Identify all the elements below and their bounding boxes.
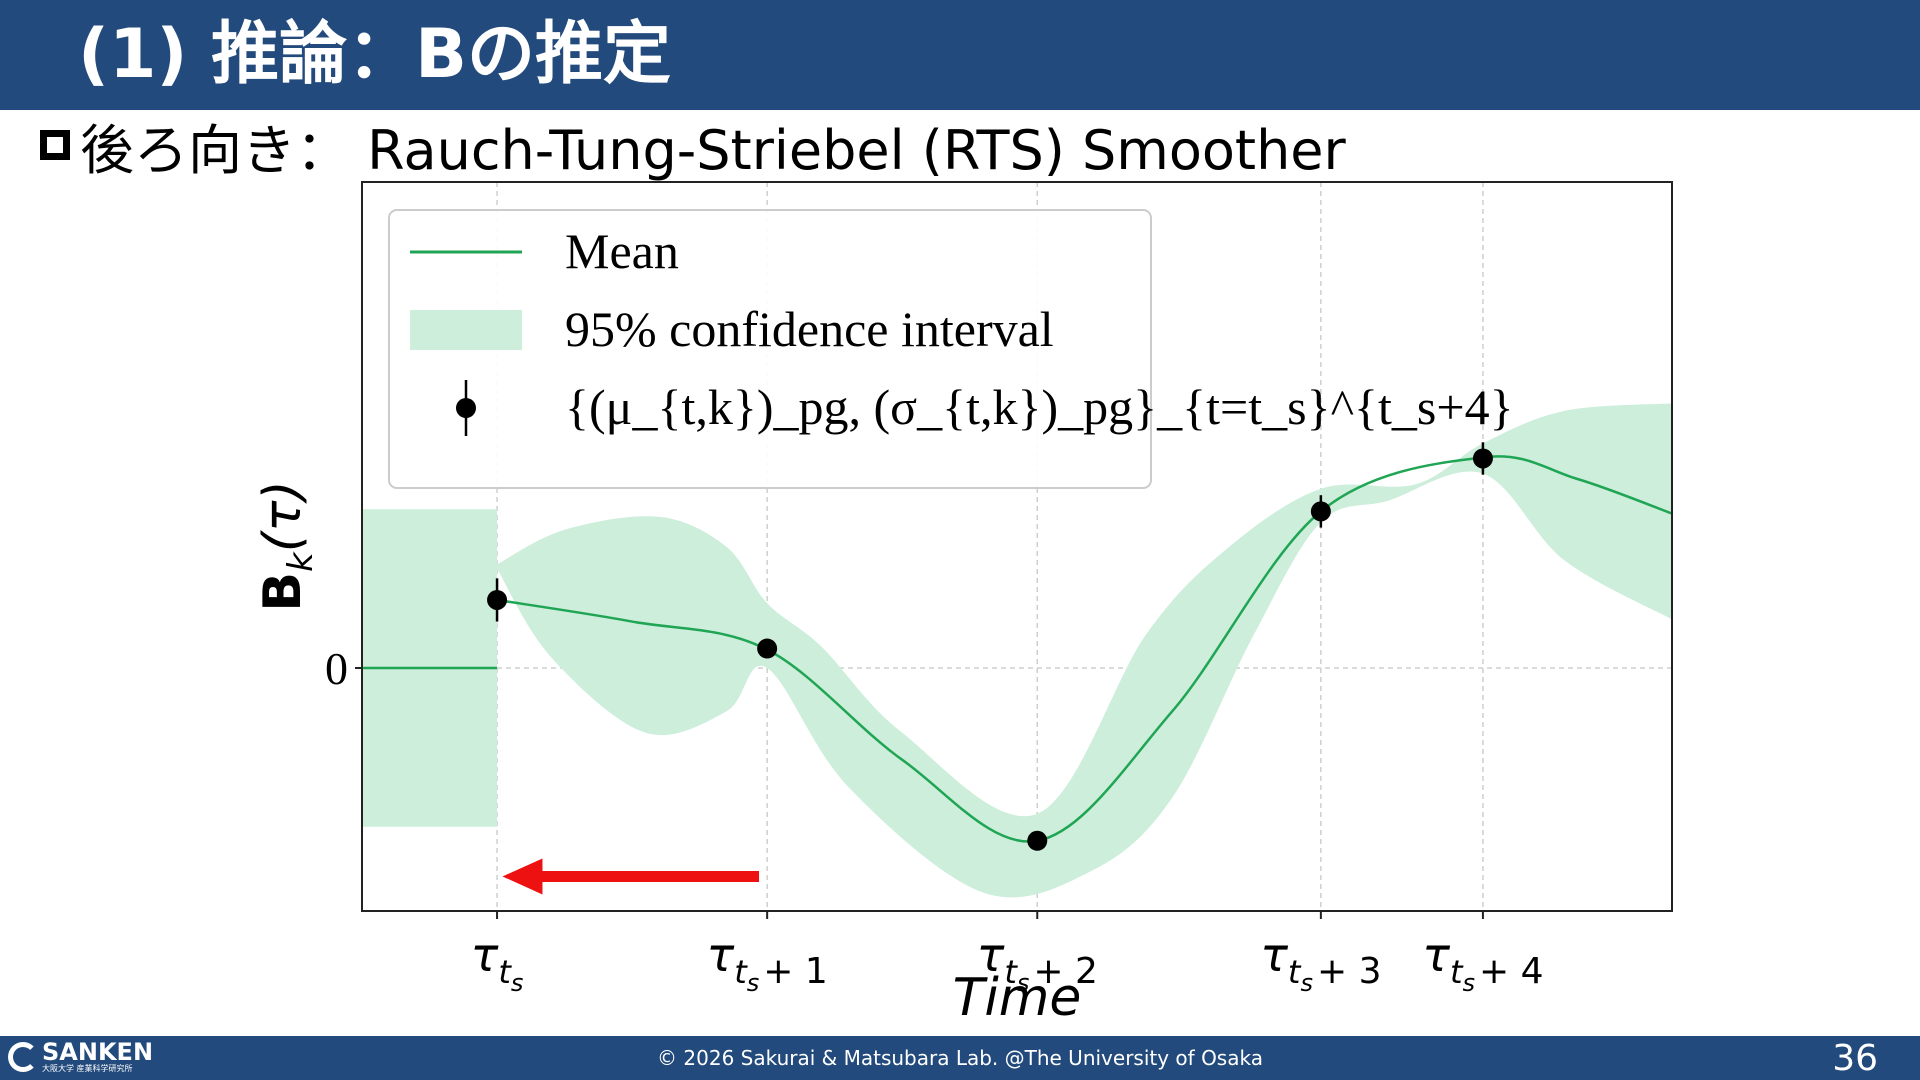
header-bar: (1) 推論：Bの推定 [0,0,1920,110]
x-tick-subsub: s [511,969,524,997]
confidence-band [497,403,1672,898]
x-tick-sub: t [1004,953,1018,991]
data-point-1 [757,638,778,659]
x-tick-offset: + 4 [1479,951,1544,992]
footer-bar: SANKEN 大阪大学 産業科学研究所 © 2026 Sakurai & Mat… [0,1036,1920,1080]
x-tick-sub: t [734,953,748,991]
data-point-4 [1472,448,1493,469]
backward-arrow-head [502,858,543,895]
page-number: 36 [1832,1038,1878,1079]
x-tick-label-3: τts + 3 [1260,928,1381,997]
x-tick-sub: t [1288,953,1302,991]
slide-title: (1) 推論：Bの推定 [78,15,671,94]
x-tick-sub: t [498,953,512,991]
x-tick-base: τ [707,928,735,982]
plot-frame [361,181,1673,912]
data-point-3 [1310,501,1331,522]
x-tick-label-1: τts + 1 [707,928,828,997]
x-tick-subsub: s [1463,969,1476,997]
x-tick-base: τ [977,928,1005,982]
legend-box [388,209,1152,489]
x-tick-subsub: s [1300,969,1313,997]
x-tick-offset: + 2 [1033,951,1098,992]
bullet-line: 後ろ向き： Rauch-Tung-Striebel (RTS) Smoother [40,110,1346,182]
logo-main-text: SANKEN [42,1038,154,1066]
x-tick-base: τ [1422,928,1450,982]
x-tick-sub: t [1450,953,1464,991]
y-tick-label-0: 0 [325,643,348,694]
legend-label-1: 95% confidence interval [565,301,1054,357]
logo-sub-text: 大阪大学 産業科学研究所 [42,1064,133,1073]
bullet-text: 後ろ向き： Rauch-Tung-Striebel (RTS) Smoother [80,118,1346,182]
y-label-main: B [253,572,313,612]
data-point-2 [1027,830,1048,851]
x-tick-offset: + 1 [763,951,828,992]
square-bullet-icon [40,130,70,160]
legend-label-2: {(μ_{t,k})_pg, (σ_{t,k})_pg}_{t=t_s}^{t_… [565,379,1514,435]
y-label-tail: (τ) [253,480,313,552]
y-label-sub: k [281,551,321,572]
x-tick-label-0: τts [471,928,524,997]
x-tick-base: τ [471,928,499,982]
x-tick-base: τ [1260,928,1288,982]
x-tick-subsub: s [1017,969,1030,997]
mean-line [496,455,1672,843]
x-tick-subsub: s [747,969,760,997]
sanken-logo-icon [8,1041,38,1072]
x-tick-label-2: τts + 2 [977,928,1098,997]
data-point-0 [487,589,508,610]
y-axis-label: Bk(τ) [253,480,321,611]
copyright-text: © 2026 Sakurai & Matsubara Lab. @The Uni… [657,1046,1263,1070]
legend-band-swatch [410,310,522,350]
x-axis-label: Time [953,968,1082,1028]
legend-point-swatch [456,398,476,418]
x-tick-offset: + 3 [1317,951,1382,992]
legend-label-0: Mean [565,223,679,279]
sanken-logo: SANKEN 大阪大学 産業科学研究所 [8,1040,153,1073]
x-tick-label-4: τts + 4 [1422,928,1543,997]
